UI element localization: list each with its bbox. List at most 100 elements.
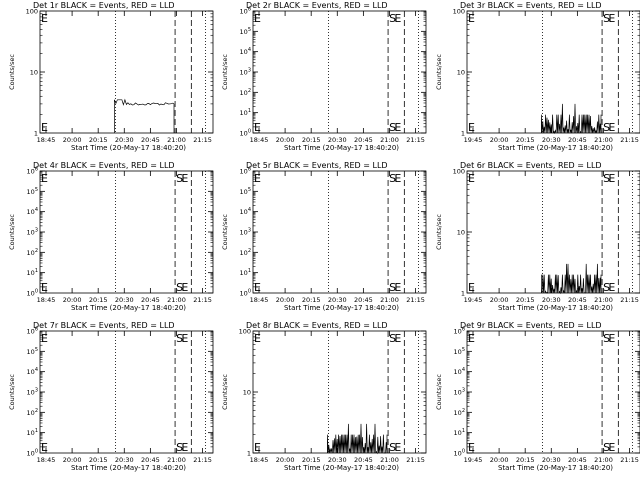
end-marker: E xyxy=(394,281,401,294)
x-tick-label: 21:00 xyxy=(167,296,186,304)
corner-e-bottom: E xyxy=(254,281,261,294)
x-axis-title: Start Time (20-May-17 18:40:20) xyxy=(284,464,399,472)
x-tick-label: 21:15 xyxy=(406,296,425,304)
x-tick-label: 20:30 xyxy=(542,296,561,304)
plot-frame xyxy=(466,10,640,134)
x-tick-label: 20:30 xyxy=(542,136,561,144)
x-tick-label: 21:00 xyxy=(380,456,399,464)
panel-det-2r: Det 2r BLACK = Events, RED = LLD Counts/s… xyxy=(221,1,427,152)
corner-e-top: E xyxy=(254,332,261,345)
x-tick-label: 20:45 xyxy=(141,456,160,464)
x-tick-label: 21:00 xyxy=(594,136,613,144)
y-tick-label: 1 xyxy=(461,130,465,138)
corner-e-top: E xyxy=(468,12,475,25)
panel-det-9r: Det 9r BLACK = Events, RED = LLD Counts/s… xyxy=(435,321,640,472)
end-marker-top: E xyxy=(608,12,615,25)
x-tick-label: 18:45 xyxy=(37,296,56,304)
x-tick-label: 20:30 xyxy=(542,456,561,464)
start-marker-top: S xyxy=(389,12,396,25)
plot-frame xyxy=(39,330,214,454)
corner-e-top: E xyxy=(254,12,261,25)
corner-e-bottom: E xyxy=(41,281,48,294)
corner-e-top: E xyxy=(254,172,261,185)
y-tick-label: 1 xyxy=(34,130,38,138)
y-tick-label: 103 xyxy=(240,68,251,77)
x-tick-label: 20:15 xyxy=(516,456,535,464)
panel-det-4r: Det 4r BLACK = Events, RED = LLD Counts/s… xyxy=(8,161,214,312)
start-marker-top: S xyxy=(603,332,610,345)
start-marker: S xyxy=(603,281,610,294)
y-tick-label: 105 xyxy=(27,347,38,356)
y-tick-label: 105 xyxy=(454,347,465,356)
x-tick-label: 19:45 xyxy=(464,296,483,304)
x-axis-title: Start Time (20-May-17 18:40:20) xyxy=(498,304,613,312)
x-tick-label: 18:45 xyxy=(250,456,269,464)
corner-e-top: E xyxy=(41,12,48,25)
x-tick-label: 21:15 xyxy=(620,456,639,464)
y-tick-label: 103 xyxy=(27,228,38,237)
x-axis-title: Start Time (20-May-17 18:40:20) xyxy=(498,144,613,152)
y-tick-label: 104 xyxy=(27,207,38,216)
x-axis-title: Start Time (20-May-17 18:40:20) xyxy=(71,144,186,152)
x-tick-label: 21:15 xyxy=(406,136,425,144)
y-tick-label: 106 xyxy=(240,7,251,16)
y-tick-label: 100 xyxy=(453,168,465,176)
end-marker-top: E xyxy=(394,172,401,185)
y-tick-label: 103 xyxy=(454,388,465,397)
x-tick-label: 20:45 xyxy=(354,456,373,464)
corner-e-top: E xyxy=(41,172,48,185)
y-tick-label: 104 xyxy=(240,207,251,216)
y-tick-label: 102 xyxy=(240,248,251,257)
y-tick-label: 10 xyxy=(243,389,251,397)
y-tick-label: 102 xyxy=(454,408,465,417)
x-tick-label: 18:45 xyxy=(37,456,56,464)
start-marker: S xyxy=(603,121,610,134)
end-marker: E xyxy=(181,281,188,294)
x-tick-label: 20:15 xyxy=(516,136,535,144)
start-marker: S xyxy=(603,441,610,454)
panel-det-3r: Det 3r BLACK = Events, RED = LLD Counts/s… xyxy=(435,1,640,152)
y-axis-label: Counts/sec xyxy=(435,54,443,90)
events-series-line xyxy=(114,98,175,133)
end-marker: E xyxy=(608,121,615,134)
x-tick-label: 21:15 xyxy=(193,456,212,464)
y-tick-label: 10 xyxy=(30,69,38,77)
start-marker-top: S xyxy=(603,172,610,185)
x-tick-label: 20:00 xyxy=(276,136,295,144)
x-tick-label: 21:00 xyxy=(380,296,399,304)
x-tick-label: 21:15 xyxy=(406,456,425,464)
events-series-line xyxy=(327,423,388,455)
x-tick-label: 21:15 xyxy=(193,296,212,304)
corner-e-bottom: E xyxy=(41,441,48,454)
x-tick-label: 21:00 xyxy=(167,136,186,144)
x-axis-title: Start Time (20-May-17 18:40:20) xyxy=(284,144,399,152)
y-tick-label: 102 xyxy=(240,88,251,97)
x-tick-label: 21:15 xyxy=(620,136,639,144)
corner-e-top: E xyxy=(468,172,475,185)
x-tick-label: 20:30 xyxy=(115,296,134,304)
start-marker-top: S xyxy=(389,332,396,345)
x-tick-label: 20:30 xyxy=(115,456,134,464)
y-tick-label: 101 xyxy=(240,108,251,117)
panel-title: Det 1r BLACK = Events, RED = LLD xyxy=(33,1,175,10)
y-tick-label: 100 xyxy=(239,328,251,336)
end-marker-top: E xyxy=(394,332,401,345)
x-tick-label: 20:15 xyxy=(302,456,321,464)
y-axis-label: Counts/sec xyxy=(221,374,229,410)
y-axis-label: Counts/sec xyxy=(8,374,16,410)
x-axis-title: Start Time (20-May-17 18:40:20) xyxy=(498,464,613,472)
y-tick-label: 1 xyxy=(247,450,251,458)
start-marker: S xyxy=(176,441,183,454)
y-axis-label: Counts/sec xyxy=(221,54,229,90)
corner-e-bottom: E xyxy=(468,281,475,294)
plot-frame xyxy=(466,330,640,454)
events-series-line xyxy=(541,103,602,135)
x-tick-label: 20:45 xyxy=(568,456,587,464)
y-axis-label: Counts/sec xyxy=(8,54,16,90)
plot-frame xyxy=(39,170,214,294)
events-series-line xyxy=(541,263,602,295)
y-tick-label: 101 xyxy=(27,268,38,277)
panel-det-6r: Det 6r BLACK = Events, RED = LLD Counts/s… xyxy=(435,161,640,312)
y-tick-label: 103 xyxy=(27,388,38,397)
